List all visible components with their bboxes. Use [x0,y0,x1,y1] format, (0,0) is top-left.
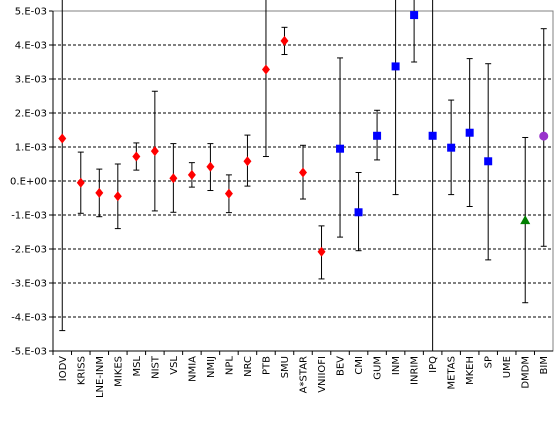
x-tick-label-12: SMU [280,356,291,378]
y-tick-label-7: -2.E-03 [11,245,47,256]
y-tick-labels: 5.E-03 4.E-03 3.E-03 2.E-03 1.E-03 0.E+00 -1.E… [10,7,47,358]
marker-IODV [58,133,67,144]
marker-MSL [132,151,141,162]
marker-INRIM [410,11,419,20]
x-tick-label-3: MIKES [113,356,124,387]
y-tick-label-10: -5.E-03 [11,347,47,358]
marker-DMDM [520,215,531,225]
x-tick-label-24: UME [502,356,513,378]
marker-INM [391,62,400,71]
marker-BEV [336,144,345,153]
x-tick-label-7: NMIA [187,356,198,382]
x-tick-label-10: NRC [243,356,254,377]
marker-PTB [261,64,270,75]
marker-CMI [354,208,363,217]
marker-GUM [373,131,382,140]
data-markers [58,11,549,257]
y-tick-label-2: 3.E-03 [15,75,47,86]
x-tick-label-13: A*STAR [299,356,310,393]
x-tick-label-17: GUM [373,356,384,380]
x-tick-label-6: VSL [169,356,180,375]
x-tick-label-23: SP [484,356,495,368]
y-tick-label-9: -4.E-03 [11,313,47,324]
marker-SP [484,157,493,166]
x-tick-label-14: VNIIOFI [317,356,328,393]
axes [52,10,554,352]
x-tick-label-8: NMIJ [206,356,217,378]
y-tick-label-8: -3.E-03 [11,279,47,290]
x-tick-labels: IODV KRISS LNE-INM MIKES MSL NIST VSL NMIA NMIJ N… [52,351,550,398]
x-tick-label-20: IPQ [428,356,439,373]
x-tick-label-5: NIST [150,355,161,379]
x-tick-label-15: BEV [336,356,347,376]
x-tick-label-0: IODV [58,356,69,381]
marker-VNIIOFI [317,246,326,257]
marker-BIM [539,131,549,141]
x-tick-label-9: NPL [224,356,235,376]
x-tick-label-21: METAS [447,356,458,389]
marker-METAS [447,143,456,152]
x-tick-label-25: DMDM [521,356,532,389]
marker-NIST [150,146,159,157]
x-tick-label-1: KRISS [76,356,87,385]
y-tick-label-0: 5.E-03 [15,7,47,18]
x-tick-label-2: LNE-INM [95,356,106,398]
x-tick-label-26: BIM [539,356,550,374]
marker-NMIA [187,169,196,180]
marker-SMU [280,35,289,46]
x-tick-label-18: INM [391,356,402,375]
marker-KRISS [76,177,85,188]
marker-MIKES [113,191,122,202]
x-tick-label-16: CMI [354,356,365,375]
x-tick-label-22: MKEH [465,356,476,385]
y-tick-label-3: 2.E-03 [15,109,47,120]
marker-NMIJ [206,161,215,172]
marker-A*STAR [299,167,307,178]
x-tick-label-4: MSL [132,356,143,377]
marker-VSL [169,173,178,184]
y-tick-label-5: 0.E+00 [10,177,47,188]
marker-MKEH [465,128,474,137]
marker-LNE-INM [95,187,104,198]
marker-NRC [243,156,252,167]
marker-NPL [224,188,233,199]
marker-IPQ [428,131,437,140]
y-tick-label-4: 1.E-03 [15,143,47,154]
y-tick-label-1: 4.E-03 [15,41,47,52]
y-tick-label-6: -1.E-03 [11,211,47,222]
x-tick-label-19: INRIM [410,356,421,385]
x-tick-label-11: PTB [261,356,272,375]
